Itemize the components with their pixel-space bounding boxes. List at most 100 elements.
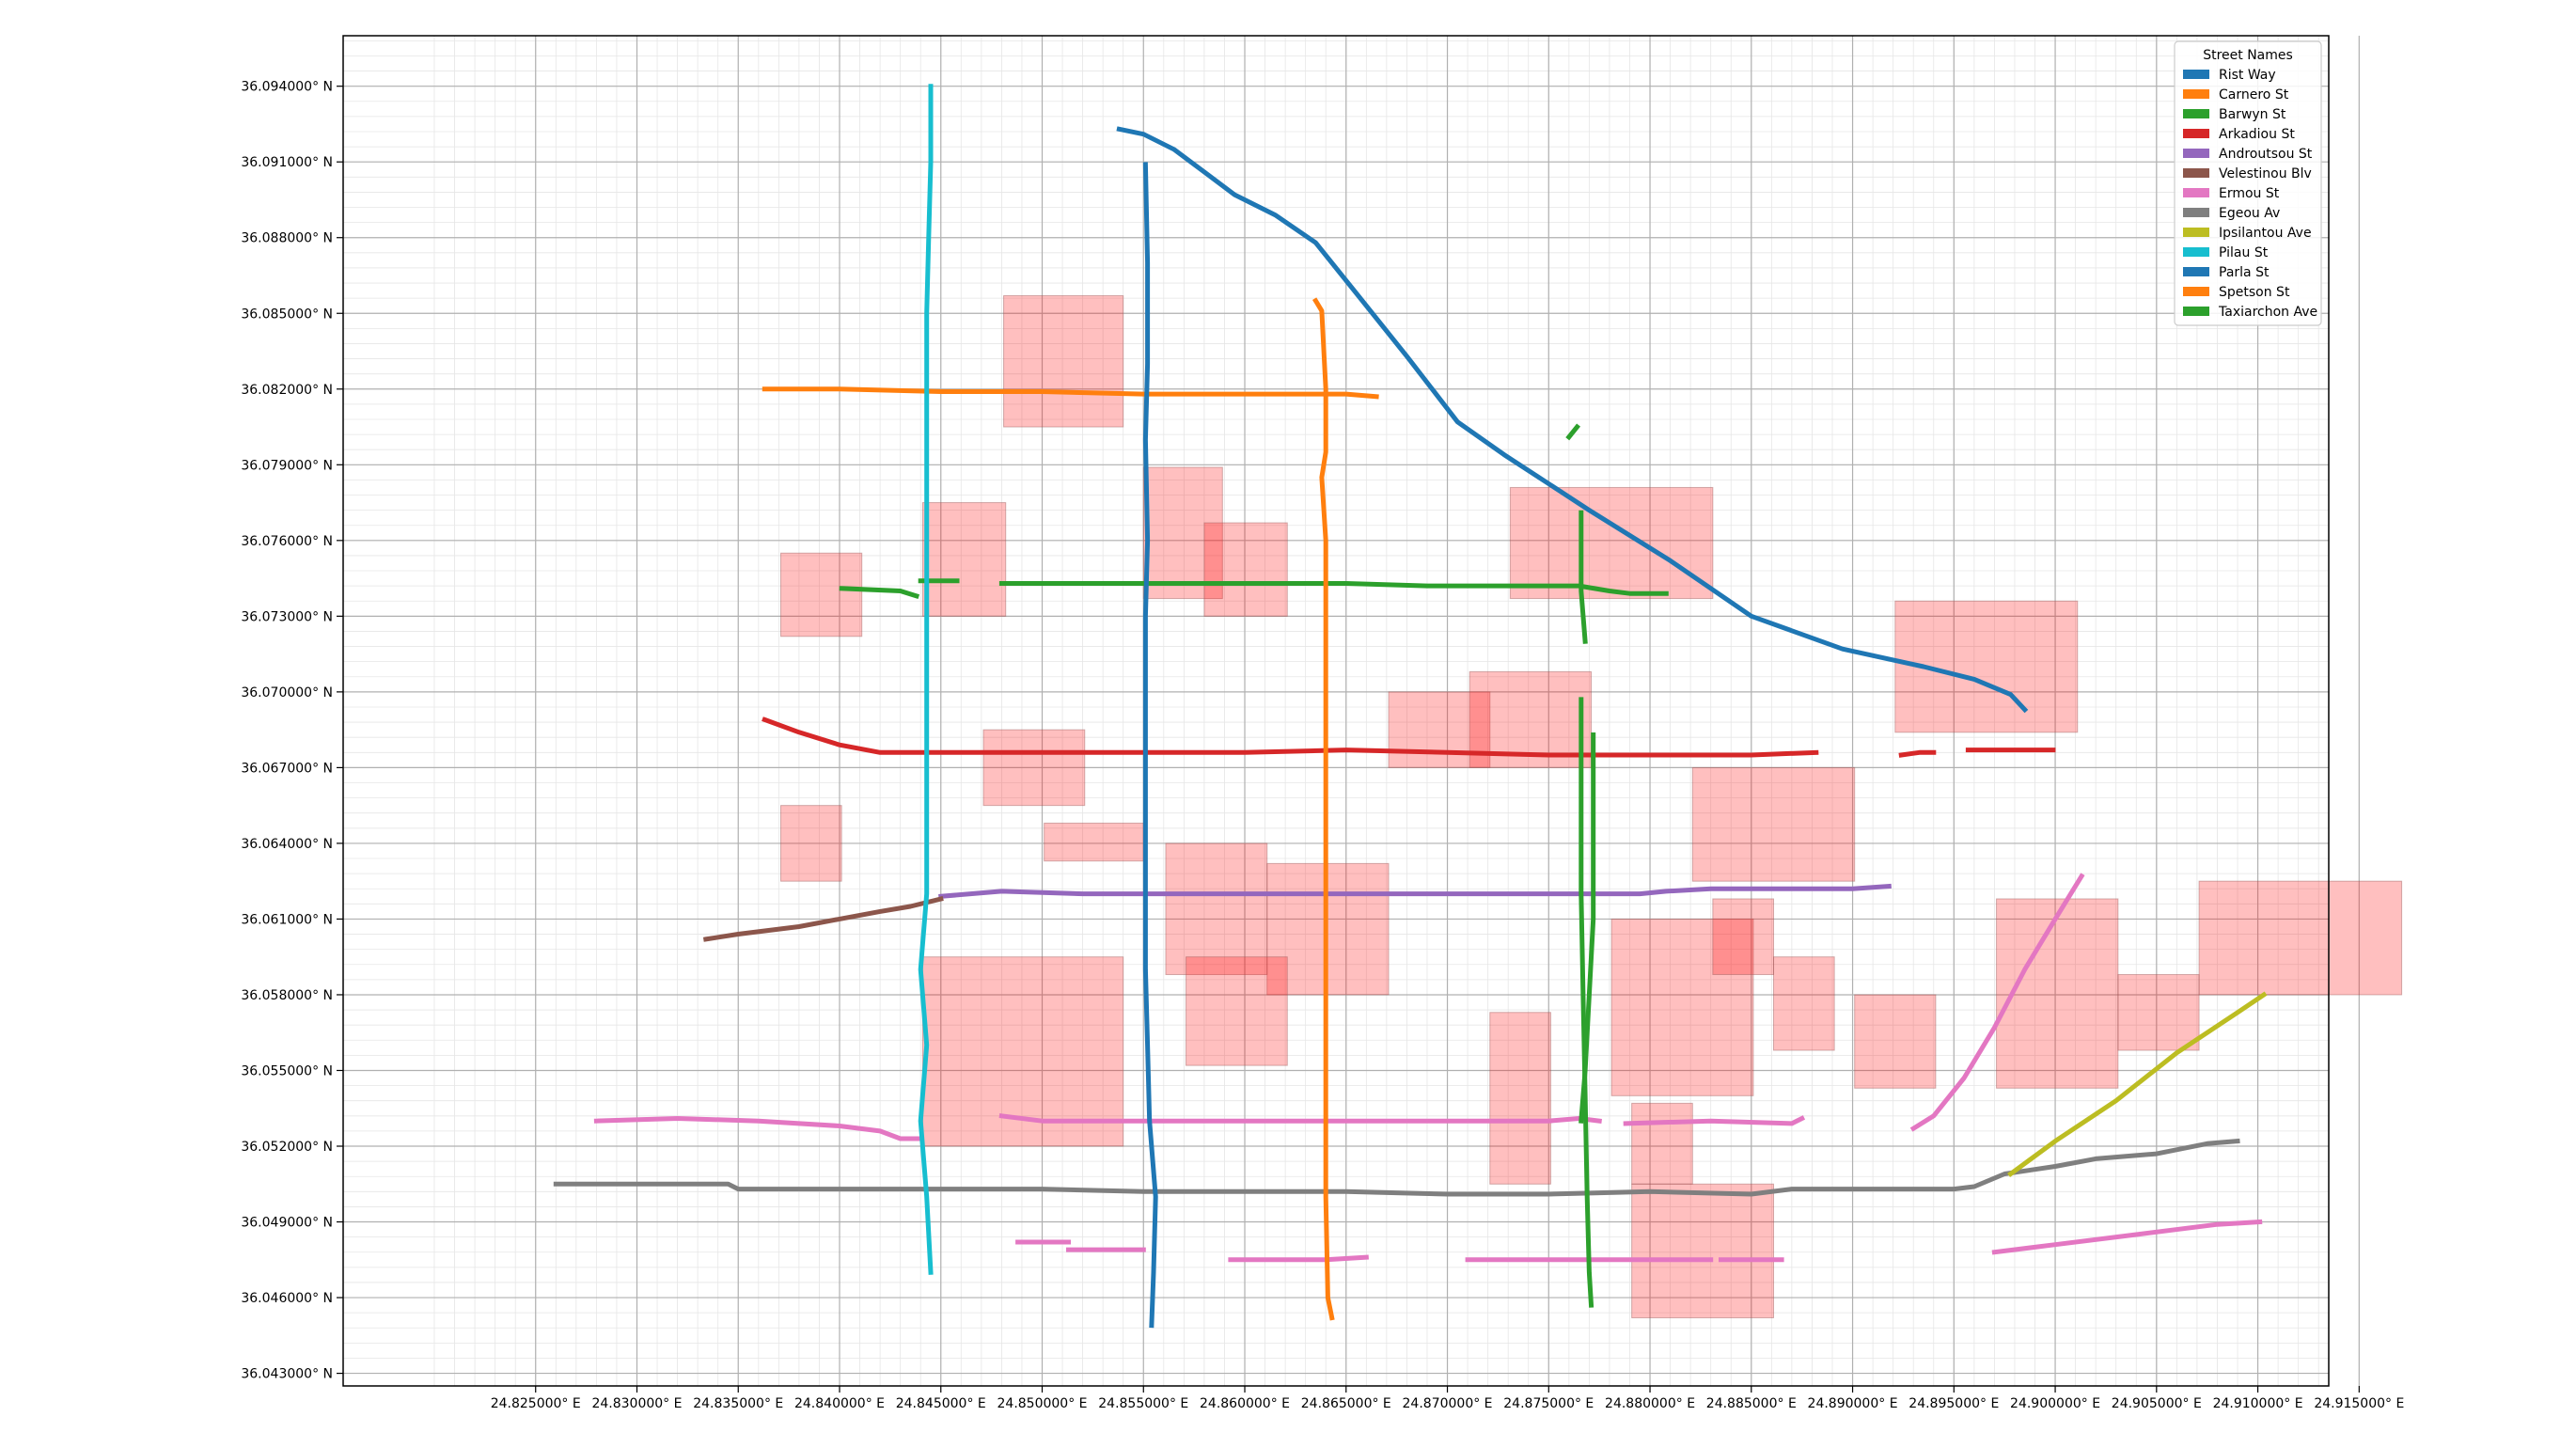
legend-swatch	[2183, 109, 2209, 118]
y-tick-label: 36.088000° N	[241, 231, 333, 246]
street-barwyn-st	[839, 586, 920, 600]
y-tick-label: 36.064000° N	[241, 837, 333, 852]
street-barwyn-st	[998, 581, 1669, 596]
area-block	[1610, 918, 1754, 1096]
street-arkadiou-st	[1898, 749, 1937, 758]
street-androutsou-st	[938, 883, 1892, 899]
y-tick-label: 36.067000° N	[241, 761, 333, 776]
x-tick-label: 24.895000° E	[1908, 1396, 1999, 1411]
street-ermou-st	[1228, 1254, 1369, 1263]
area-block	[921, 956, 1124, 1147]
y-tick-label: 36.055000° N	[241, 1063, 333, 1078]
x-tick-label: 24.885000° E	[1706, 1396, 1797, 1411]
x-tick-label: 24.830000° E	[591, 1396, 682, 1411]
x-tick-label: 24.915000° E	[2314, 1396, 2404, 1411]
y-tick-label: 36.076000° N	[241, 534, 333, 549]
y-tick-label: 36.079000° N	[241, 458, 333, 473]
legend-swatch	[2183, 70, 2209, 79]
legend-label: Carnero St	[2219, 87, 2289, 102]
x-tick-label: 24.890000° E	[1808, 1396, 1898, 1411]
legend-swatch	[2183, 228, 2209, 237]
y-tick-label: 36.052000° N	[241, 1140, 333, 1155]
area-block	[780, 552, 863, 637]
legend-frame	[2174, 40, 2322, 326]
street-ermou-st	[1909, 873, 2085, 1132]
street-ermou-st	[1991, 1219, 2263, 1255]
y-tick-label: 36.049000° N	[241, 1216, 333, 1231]
legend-label: Pilau St	[2219, 245, 2269, 260]
y-tick-label: 36.070000° N	[241, 685, 333, 700]
x-tick-label: 24.870000° E	[1403, 1396, 1493, 1411]
legend-swatch	[2183, 188, 2209, 197]
area-block	[1165, 842, 1268, 975]
area-block	[1203, 522, 1288, 617]
area-block	[1509, 486, 1714, 600]
street-barwyn-st	[1565, 423, 1581, 441]
street-ermou-st	[1623, 1115, 1806, 1126]
y-tick-label: 36.091000° N	[241, 155, 333, 170]
area-block	[1489, 1012, 1551, 1185]
y-tick-label: 36.073000° N	[241, 609, 333, 624]
y-tick-label: 36.094000° N	[241, 80, 333, 95]
x-tick-label: 24.825000° E	[491, 1396, 581, 1411]
legend-swatch	[2183, 208, 2209, 217]
y-tick-label: 36.061000° N	[241, 912, 333, 927]
axis-ticks: 24.825000° E 24.830000° E 24.835000° E 24.8…	[241, 80, 2404, 1411]
x-tick-label: 24.905000° E	[2112, 1396, 2202, 1411]
legend-label: Velestinou Blv	[2219, 166, 2312, 181]
area-block	[1142, 466, 1223, 600]
legend-label: Egeou Av	[2219, 206, 2280, 221]
legend-label: Arkadiou St	[2219, 127, 2295, 142]
legend-label: Spetson St	[2219, 285, 2290, 300]
area-block	[1631, 1102, 1693, 1185]
area-block	[1894, 600, 2079, 733]
legend-label: Taxiarchon Ave	[2218, 305, 2317, 320]
area-block	[982, 729, 1086, 807]
x-tick-label: 24.875000° E	[1503, 1396, 1594, 1411]
y-tick-label: 36.085000° N	[241, 307, 333, 322]
street-egeou-av	[553, 1138, 2240, 1197]
legend-title: Street Names	[2203, 48, 2293, 63]
area-block	[1854, 994, 1937, 1089]
area-block	[1186, 956, 1288, 1066]
area-block	[2198, 880, 2403, 996]
x-tick-label: 24.865000° E	[1301, 1396, 1391, 1411]
x-tick-label: 24.880000° E	[1605, 1396, 1695, 1411]
legend-swatch	[2183, 307, 2209, 316]
legend-label: Ermou St	[2219, 186, 2280, 201]
y-tick-label: 36.082000° N	[241, 383, 333, 398]
street-taxiarchon-ave	[1579, 697, 1594, 1308]
legend-swatch	[2183, 287, 2209, 296]
area-block	[1996, 898, 2119, 1089]
x-tick-label: 24.835000° E	[693, 1396, 783, 1411]
y-tick-label: 36.058000° N	[241, 988, 333, 1003]
street-ermou-st	[593, 1116, 923, 1141]
street-taxiarchon-ave	[1579, 732, 1596, 1124]
legend-swatch	[2183, 149, 2209, 158]
legend-label: Barwyn St	[2219, 107, 2286, 122]
street-taxiarchon-ave	[1579, 510, 1588, 644]
legend-swatch	[2183, 267, 2209, 276]
street-carnero-st	[762, 386, 1379, 400]
area-overlays	[780, 294, 2403, 1319]
legend-label: Rist Way	[2219, 68, 2276, 83]
area-block	[780, 805, 842, 882]
legend-swatch	[2183, 129, 2209, 138]
street-spetson-st	[1312, 297, 1335, 1321]
area-block	[1044, 822, 1144, 862]
y-tick-label: 36.043000° N	[241, 1367, 333, 1382]
x-tick-label: 24.850000° E	[997, 1396, 1088, 1411]
legend-swatch	[2183, 168, 2209, 178]
area-block	[1691, 766, 1856, 882]
area-block	[921, 502, 1007, 617]
legend-swatch	[2183, 89, 2209, 99]
x-tick-label: 24.860000° E	[1200, 1396, 1290, 1411]
x-tick-label: 24.910000° E	[2213, 1396, 2303, 1411]
legend: Street Names Rist Way Carnero St Barwyn St…	[2174, 40, 2322, 326]
x-tick-label: 24.845000° E	[896, 1396, 986, 1411]
street-rist-way	[1116, 126, 2029, 714]
street-lines	[553, 84, 2268, 1329]
area-block	[1712, 898, 1775, 975]
